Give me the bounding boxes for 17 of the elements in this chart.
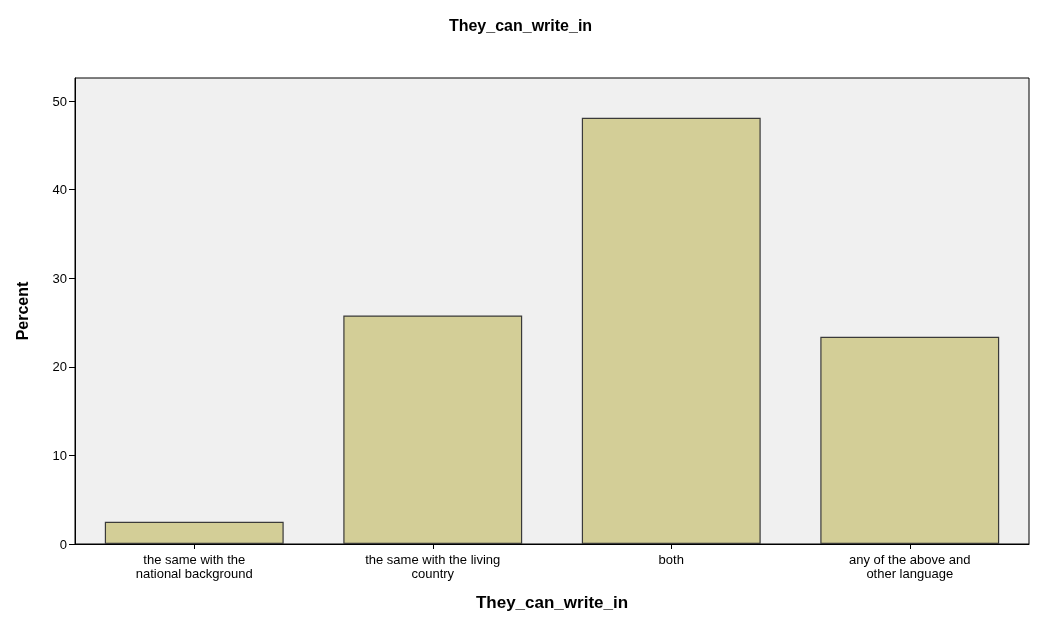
y-tick-label: 0	[59, 536, 67, 552]
x-tick-label: the same with the national background	[135, 551, 253, 581]
y-tick-label: 40	[52, 182, 67, 198]
y-tick-label: 10	[52, 447, 67, 463]
y-tick-label: 30	[52, 270, 67, 286]
x-axis-title: They_can_write_in	[475, 593, 629, 612]
bar	[581, 117, 761, 544]
x-tick-label: any of the above and other language	[849, 551, 971, 581]
bar	[820, 336, 1000, 544]
y-tick-label: 50	[52, 93, 67, 109]
bar	[343, 315, 523, 544]
y-tick-label: 20	[52, 359, 67, 375]
x-tick-label: both	[658, 551, 684, 567]
bar	[104, 521, 284, 544]
x-tick-label: the same with the living country	[365, 551, 501, 581]
chart-title: They_can_write_in	[448, 16, 593, 34]
y-axis-title: Percent	[13, 280, 31, 341]
